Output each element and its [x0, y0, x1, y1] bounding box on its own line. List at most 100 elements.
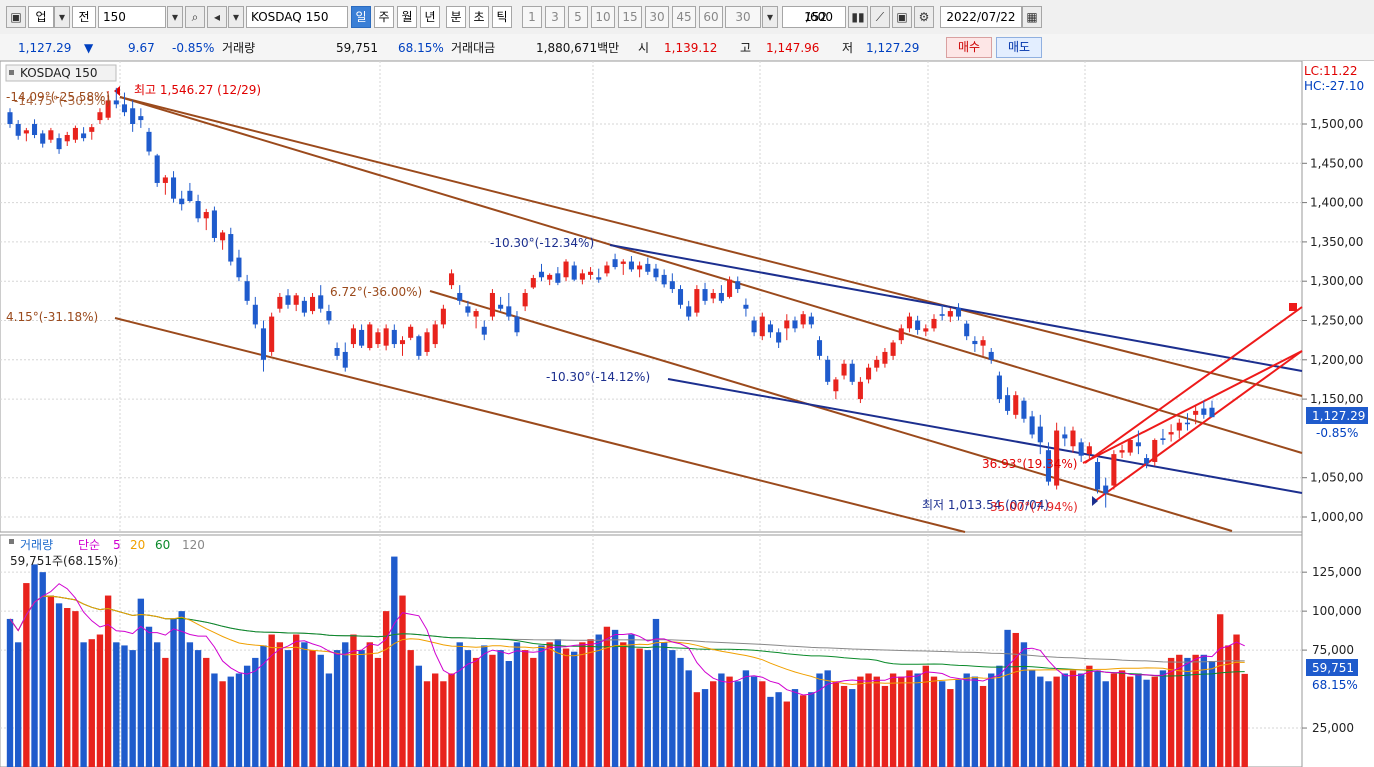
candle-type-icon[interactable]: ▮▮	[848, 6, 868, 28]
panel-collapse-icon[interactable]	[9, 70, 14, 75]
code-input[interactable]: 150	[98, 6, 166, 28]
interval-60-button[interactable]: 60	[699, 6, 723, 28]
volume-bar-126	[1037, 676, 1044, 767]
volume-bar-103	[849, 689, 856, 767]
period-tick-tab[interactable]: 틱	[492, 6, 512, 28]
volume-bar-79	[652, 618, 660, 767]
count-input[interactable]: 152	[782, 6, 830, 28]
candle-118	[972, 340, 978, 345]
volume-bar-6	[55, 603, 63, 767]
count-total-label: /600	[806, 10, 833, 24]
volume-bar-66	[546, 642, 553, 767]
period-minute-tab[interactable]: 분	[446, 6, 466, 28]
angle-annotation-1: -14.09°(-25.58%)	[6, 90, 110, 104]
volume-bar-56	[464, 650, 472, 767]
volume-tick-label-2: 75,000	[1312, 643, 1354, 657]
channel-line-6	[667, 378, 1303, 494]
volume-bar-9	[80, 642, 87, 767]
candle-73	[604, 265, 610, 274]
search-icon[interactable]: ⌕	[185, 6, 205, 28]
volume-bar-112	[922, 665, 929, 767]
candle-133	[1094, 461, 1101, 490]
period-week-tab[interactable]: 주	[374, 6, 394, 28]
save-icon[interactable]: ▣	[892, 6, 912, 28]
interval-15-button[interactable]: 15	[618, 6, 642, 28]
date-input[interactable]: 2022/07/22	[940, 6, 1022, 28]
volume-bar-68	[562, 648, 570, 767]
market-type-select[interactable]: 업	[28, 6, 54, 28]
candle-8	[72, 127, 78, 140]
period-second-tab[interactable]: 초	[469, 6, 489, 28]
channel-line-3	[429, 290, 1233, 532]
volume-bar-76	[628, 634, 635, 767]
volume-bar-107	[881, 685, 889, 767]
channel-end-marker	[1289, 303, 1297, 311]
candle-61	[506, 306, 512, 317]
speaker-icon[interactable]: ◂	[207, 6, 227, 28]
interval-30-button[interactable]: 30	[645, 6, 669, 28]
volume-bar-11	[96, 634, 104, 767]
candle-100	[825, 359, 831, 382]
channel-line-7	[1082, 350, 1303, 464]
volume-bar-12	[104, 595, 112, 767]
interval-custom-input[interactable]: 30	[725, 6, 761, 28]
buy-button[interactable]: 매수	[946, 37, 992, 58]
trendline-icon[interactable]: ⟋	[870, 6, 890, 28]
volume-bar-28	[235, 673, 243, 767]
sell-button[interactable]: 매도	[996, 37, 1042, 58]
volume-bar-59	[489, 654, 496, 767]
candle-135	[1111, 454, 1117, 486]
volume-bar-3	[31, 564, 38, 767]
candle-97	[800, 314, 806, 325]
volume-bar-19	[162, 657, 169, 767]
candle-69	[571, 265, 577, 280]
current-price: 1,127.29	[18, 41, 72, 55]
speaker-dropdown-icon[interactable]: ▾	[228, 6, 244, 28]
candle-40	[334, 348, 340, 356]
period-day-tab[interactable]: 일	[351, 6, 371, 28]
volume-bar-101	[832, 681, 840, 767]
price-tick-label-7: 1,150,00	[1310, 392, 1363, 406]
candle-29	[244, 281, 250, 301]
channel-line-8	[1094, 350, 1303, 502]
volume-collapse-icon[interactable]	[9, 539, 14, 544]
volume-bar-21	[178, 611, 185, 767]
chevron-down-icon[interactable]: ▾	[54, 6, 70, 28]
candle-6	[56, 138, 62, 150]
volume-bar-129	[1061, 673, 1069, 767]
volume-bar-54	[448, 673, 455, 767]
volume-pct: 68.15%	[398, 41, 444, 55]
candle-136	[1119, 450, 1125, 453]
interval-1-button[interactable]: 1	[522, 6, 542, 28]
candle-129	[1062, 434, 1068, 439]
legend-ma60: 60	[155, 538, 170, 552]
volume-bar-104	[857, 676, 864, 767]
volume-bar-50	[415, 665, 423, 767]
market-label-button[interactable]: 전	[72, 6, 96, 28]
gear-icon[interactable]: ⚙	[914, 6, 934, 28]
calendar-icon[interactable]: ▦	[1022, 6, 1042, 28]
volume-bar-142	[1167, 657, 1175, 767]
interval-10-button[interactable]: 10	[591, 6, 615, 28]
interval-3-button[interactable]: 3	[545, 6, 565, 28]
interval-45-button[interactable]: 45	[672, 6, 696, 28]
code-dropdown-icon[interactable]: ▾	[167, 6, 183, 28]
volume-bar-96	[791, 689, 799, 767]
candle-26	[220, 232, 226, 241]
interval-dropdown-icon[interactable]: ▾	[762, 6, 778, 28]
candle-47	[391, 329, 397, 345]
candle-58	[481, 326, 487, 335]
candle-77	[637, 265, 643, 270]
volume-bar-114	[938, 681, 946, 767]
volume-bar-71	[587, 639, 594, 767]
candle-80	[661, 274, 667, 285]
volume-bar-83	[685, 670, 692, 767]
volume-bar-108	[889, 673, 897, 767]
interval-5-button[interactable]: 5	[568, 6, 588, 28]
period-month-tab[interactable]: 월	[397, 6, 417, 28]
period-year-tab[interactable]: 년	[420, 6, 440, 28]
angle-annotation-3: -10.30°(-12.34%)	[490, 236, 594, 250]
window-icon[interactable]: ▣	[6, 6, 26, 28]
candle-138	[1135, 442, 1141, 447]
candle-75	[620, 261, 626, 264]
